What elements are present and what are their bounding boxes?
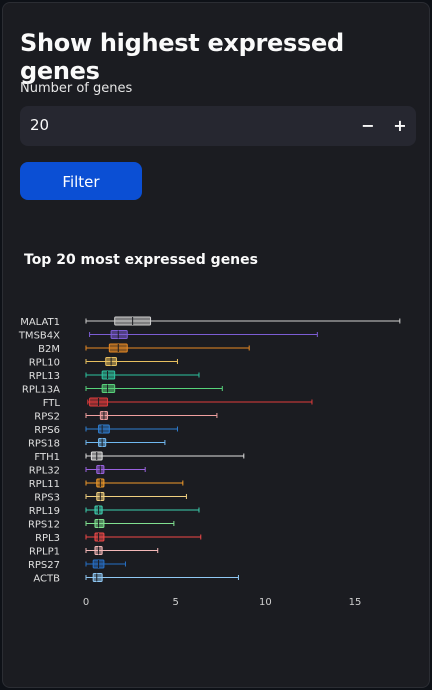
- gene-label: RPS3: [34, 493, 60, 504]
- gene-label: RPS2: [34, 412, 60, 423]
- gene-label: ACTB: [33, 574, 60, 585]
- gene-label: TMSB4X: [18, 331, 60, 342]
- number-of-genes-input[interactable]: 20 − +: [20, 106, 416, 146]
- gene-label: RPL3: [35, 533, 60, 544]
- increment-button[interactable]: +: [393, 116, 407, 135]
- box-iqr: [110, 330, 128, 339]
- gene-label: RPL11: [29, 479, 60, 490]
- gene-label: RPL13A: [22, 385, 60, 396]
- filter-button[interactable]: Filter: [20, 162, 142, 200]
- gene-label: RPL13: [29, 371, 60, 382]
- gene-label: RPS27: [28, 560, 60, 571]
- gene-label: RPS6: [34, 425, 60, 436]
- gene-label: RPL10: [29, 358, 60, 369]
- gene-label: MALAT1: [20, 317, 60, 328]
- box-iqr: [98, 424, 110, 434]
- gene-label: FTL: [43, 398, 61, 409]
- box-iqr: [92, 573, 103, 582]
- gene-label: RPS18: [28, 439, 60, 450]
- gene-label: RPS12: [28, 520, 60, 531]
- gene-label: RPLP1: [29, 547, 60, 558]
- decrement-button[interactable]: −: [361, 116, 375, 135]
- gene-label: FTH1: [34, 452, 60, 463]
- x-tick-label: 0: [83, 597, 89, 608]
- gene-label: RPL32: [29, 466, 60, 477]
- gene-label: RPL19: [29, 506, 60, 517]
- box-iqr: [101, 370, 116, 380]
- chart-title: Top 20 most expressed genes: [24, 252, 258, 268]
- box-iqr: [94, 532, 105, 542]
- x-tick-label: 5: [172, 597, 178, 608]
- number-of-genes-value[interactable]: 20: [30, 116, 50, 134]
- x-tick-label: 15: [349, 597, 362, 608]
- box-iqr: [101, 384, 116, 393]
- gene-label: B2M: [38, 344, 60, 355]
- box-iqr: [94, 519, 105, 528]
- page-title: Show highest expressed genes: [20, 29, 344, 85]
- x-tick-label: 10: [259, 597, 272, 608]
- number-of-genes-label: Number of genes: [20, 81, 133, 96]
